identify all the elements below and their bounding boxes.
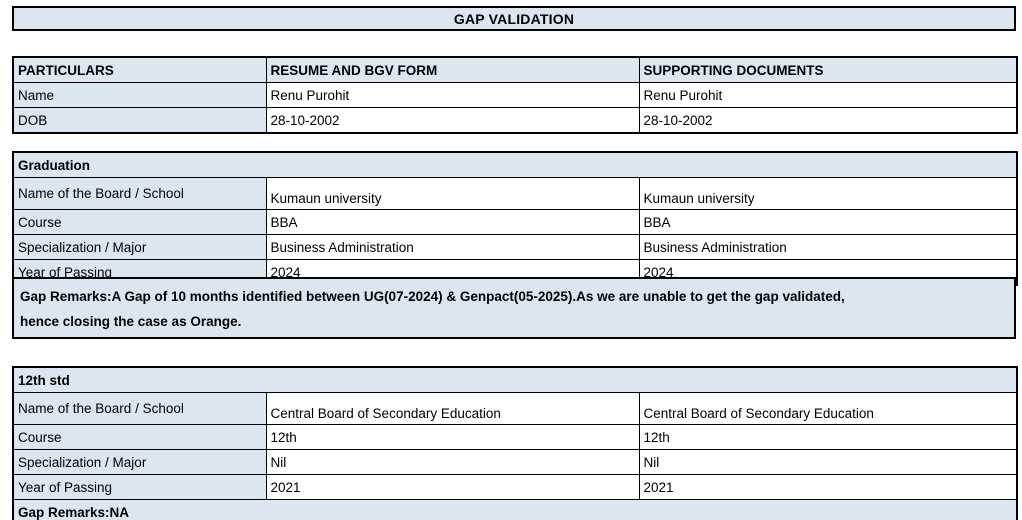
col-header-supporting-docs: SUPPORTING DOCUMENTS [638, 56, 1018, 83]
twelfth-section-title: 12th std [12, 366, 1018, 393]
dob-supporting-value: 28-10-2002 [638, 107, 1018, 134]
row-label-year-of-passing: Year of Passing [12, 474, 267, 500]
table-row-12th-year: Year of Passing 2021 2021 [12, 474, 1018, 500]
row-label-course: Course [12, 209, 267, 235]
row-label-course: Course [12, 424, 267, 450]
grad-specialization-supporting-value: Business Administration [638, 234, 1018, 260]
row-label-specialization: Specialization / Major [12, 234, 267, 260]
col-header-resume-bgv: RESUME AND BGV FORM [265, 56, 640, 83]
twelfth-course-resume-value: 12th [265, 424, 640, 450]
table-row-grad-specialization: Specialization / Major Business Administ… [12, 234, 1018, 260]
table-row-12th-course: Course 12th 12th [12, 424, 1018, 450]
col-header-particulars: PARTICULARS [12, 56, 267, 83]
row-label-specialization: Specialization / Major [12, 449, 267, 475]
table-row-12th-board: Name of the Board / School Central Board… [12, 392, 1018, 425]
row-label-board-school: Name of the Board / School [12, 392, 267, 425]
twelfth-gap-remarks-row: Gap Remarks:NA [12, 499, 1018, 520]
twelfth-section-header: 12th std [12, 366, 1018, 393]
graduation-gap-remarks-line2: hence closing the case as Orange. [20, 314, 242, 329]
twelfth-course-supporting-value: 12th [638, 424, 1018, 450]
table-row-dob: DOB 28-10-2002 28-10-2002 [12, 107, 1018, 134]
graduation-table: Graduation Name of the Board / School Ku… [12, 151, 1019, 286]
twelfth-specialization-resume-value: Nil [265, 449, 640, 475]
grad-board-resume-value: Kumaun university [265, 177, 640, 210]
particulars-header-row: PARTICULARS RESUME AND BGV FORM SUPPORTI… [12, 56, 1018, 83]
twelfth-gap-remarks: Gap Remarks:NA [12, 499, 1018, 520]
twelfth-std-table: 12th std Name of the Board / School Cent… [12, 366, 1019, 520]
twelfth-year-resume-value: 2021 [265, 474, 640, 500]
grad-board-supporting-value: Kumaun university [638, 177, 1018, 210]
table-row-grad-course: Course BBA BBA [12, 209, 1018, 235]
table-row-grad-board: Name of the Board / School Kumaun univer… [12, 177, 1018, 210]
page-title-text: GAP VALIDATION [453, 10, 575, 27]
twelfth-board-resume-value: Central Board of Secondary Education [265, 392, 640, 425]
page-title: GAP VALIDATION [12, 6, 1016, 31]
name-supporting-value: Renu Purohit [638, 82, 1018, 108]
graduation-gap-remarks-line1: Gap Remarks:A Gap of 10 months identifie… [20, 289, 845, 304]
graduation-section-header: Graduation [12, 151, 1018, 178]
graduation-gap-remarks: Gap Remarks:A Gap of 10 months identifie… [12, 277, 1016, 339]
table-row-12th-specialization: Specialization / Major Nil Nil [12, 449, 1018, 475]
name-resume-value: Renu Purohit [265, 82, 640, 108]
grad-specialization-resume-value: Business Administration [265, 234, 640, 260]
row-label-board-school: Name of the Board / School [12, 177, 267, 210]
row-label-dob: DOB [12, 107, 267, 134]
dob-resume-value: 28-10-2002 [265, 107, 640, 134]
twelfth-year-supporting-value: 2021 [638, 474, 1018, 500]
twelfth-board-supporting-value: Central Board of Secondary Education [638, 392, 1018, 425]
twelfth-specialization-supporting-value: Nil [638, 449, 1018, 475]
grad-course-supporting-value: BBA [638, 209, 1018, 235]
grad-course-resume-value: BBA [265, 209, 640, 235]
table-row-name: Name Renu Purohit Renu Purohit [12, 82, 1018, 108]
row-label-name: Name [12, 82, 267, 108]
graduation-section-title: Graduation [12, 151, 1018, 178]
particulars-table: PARTICULARS RESUME AND BGV FORM SUPPORTI… [12, 56, 1018, 134]
